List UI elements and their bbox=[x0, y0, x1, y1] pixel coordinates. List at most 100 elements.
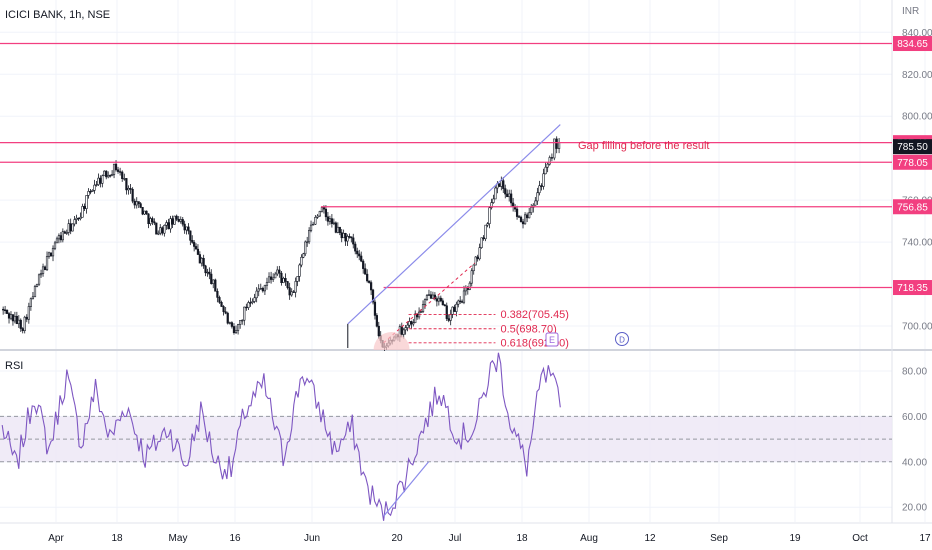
candle-body bbox=[478, 247, 481, 260]
candle-body bbox=[300, 256, 303, 266]
candle-body bbox=[173, 215, 176, 225]
earnings-marker-box[interactable] bbox=[545, 332, 559, 347]
candle-body bbox=[320, 207, 324, 212]
candle-body bbox=[191, 240, 194, 243]
rsi-layer bbox=[0, 352, 892, 521]
candle-body bbox=[69, 223, 72, 232]
candle-body bbox=[484, 224, 487, 240]
candle-body bbox=[309, 224, 313, 231]
candle-body bbox=[228, 322, 231, 324]
candle-body bbox=[159, 227, 162, 234]
candle-body bbox=[220, 301, 223, 307]
candle-body bbox=[257, 288, 260, 292]
candle-body bbox=[89, 191, 92, 193]
candle-body bbox=[243, 306, 246, 321]
candle-body bbox=[332, 222, 335, 224]
trendline-layer[interactable] bbox=[347, 124, 561, 348]
rsi-indicator-label[interactable]: RSI bbox=[5, 360, 23, 372]
candle-body bbox=[7, 313, 11, 319]
rsi-trendline[interactable] bbox=[383, 461, 430, 517]
candle-body bbox=[517, 216, 521, 218]
candle-body bbox=[402, 329, 405, 335]
candle-body bbox=[431, 294, 435, 299]
candle-body bbox=[35, 283, 39, 287]
candle-body bbox=[247, 302, 250, 308]
candle-body bbox=[486, 223, 489, 226]
gap-annotation[interactable]: Gap filling before the result bbox=[578, 140, 709, 152]
candle-body bbox=[85, 195, 88, 209]
candle-body bbox=[57, 235, 61, 240]
candle-body bbox=[202, 258, 205, 267]
candle-body bbox=[87, 191, 90, 196]
candle-body bbox=[267, 276, 271, 283]
candle-body bbox=[423, 299, 427, 305]
candle-body bbox=[540, 185, 543, 187]
level-price-tag bbox=[893, 154, 932, 170]
candle-body bbox=[265, 281, 269, 286]
candle-body bbox=[269, 276, 273, 280]
rsi-scale[interactable] bbox=[892, 352, 932, 522]
candle-body bbox=[449, 314, 452, 321]
candle-body bbox=[21, 328, 24, 331]
candle-body bbox=[272, 277, 275, 280]
horizontal-levels[interactable] bbox=[0, 42, 892, 289]
candle-body bbox=[338, 226, 341, 233]
fib-level-label: 0.5(698.70) bbox=[500, 323, 556, 335]
candle-body bbox=[534, 200, 537, 206]
candle-body bbox=[284, 278, 287, 282]
candle-body bbox=[183, 223, 186, 231]
candle-body bbox=[476, 256, 479, 260]
candle-body bbox=[125, 178, 128, 191]
candle-body bbox=[455, 303, 458, 312]
price-scale[interactable] bbox=[892, 0, 932, 348]
candle-body bbox=[61, 231, 64, 241]
level-price-text: 718.35 bbox=[897, 283, 928, 294]
candle-body bbox=[253, 297, 256, 302]
candle-body bbox=[165, 222, 168, 226]
candle-body bbox=[111, 174, 114, 177]
candle-body bbox=[245, 306, 248, 309]
chart-header-symbol[interactable]: ICICI BANK, 1h, NSE bbox=[5, 9, 110, 21]
candle-body bbox=[348, 236, 351, 238]
candle-body bbox=[538, 185, 541, 194]
candle-body bbox=[249, 302, 252, 304]
dividend-marker-circle[interactable] bbox=[615, 332, 629, 346]
candle-body bbox=[65, 232, 68, 234]
candle-body bbox=[429, 294, 433, 299]
candle-body bbox=[519, 216, 523, 222]
candle-body bbox=[196, 248, 200, 255]
fib-anchor-line[interactable] bbox=[383, 262, 476, 344]
level-price-tag bbox=[893, 36, 932, 52]
price-tick-label: 820.00 bbox=[902, 70, 932, 81]
last-price-tag bbox=[893, 139, 932, 155]
candle-body bbox=[515, 208, 519, 217]
candle-body bbox=[263, 284, 267, 292]
candle-body bbox=[222, 306, 225, 313]
price-trendline[interactable] bbox=[347, 124, 561, 325]
price-tick-label: 840.00 bbox=[902, 28, 932, 39]
candle-body bbox=[425, 295, 429, 300]
candle-body bbox=[212, 279, 215, 284]
candle-body bbox=[412, 322, 415, 325]
candle-body bbox=[308, 230, 311, 243]
dividend-marker[interactable]: D bbox=[615, 332, 629, 346]
candle-body bbox=[105, 170, 108, 178]
main-pane[interactable] bbox=[0, 0, 892, 348]
candle-body bbox=[510, 193, 513, 204]
rsi-line[interactable] bbox=[1, 352, 561, 521]
earnings-marker[interactable]: E bbox=[545, 332, 559, 347]
candle-body bbox=[377, 325, 380, 337]
candle-body bbox=[187, 226, 190, 232]
rsi-tick-label: 40.00 bbox=[902, 457, 927, 468]
candle-body bbox=[350, 236, 353, 239]
time-tick-label: 17 bbox=[919, 533, 931, 544]
candle-body bbox=[344, 232, 347, 242]
candle-body bbox=[460, 301, 464, 303]
time-scale[interactable] bbox=[0, 524, 892, 550]
candle-body bbox=[259, 288, 262, 290]
candle-body bbox=[97, 177, 100, 185]
candle-body bbox=[304, 241, 307, 255]
candle-body bbox=[109, 175, 112, 177]
